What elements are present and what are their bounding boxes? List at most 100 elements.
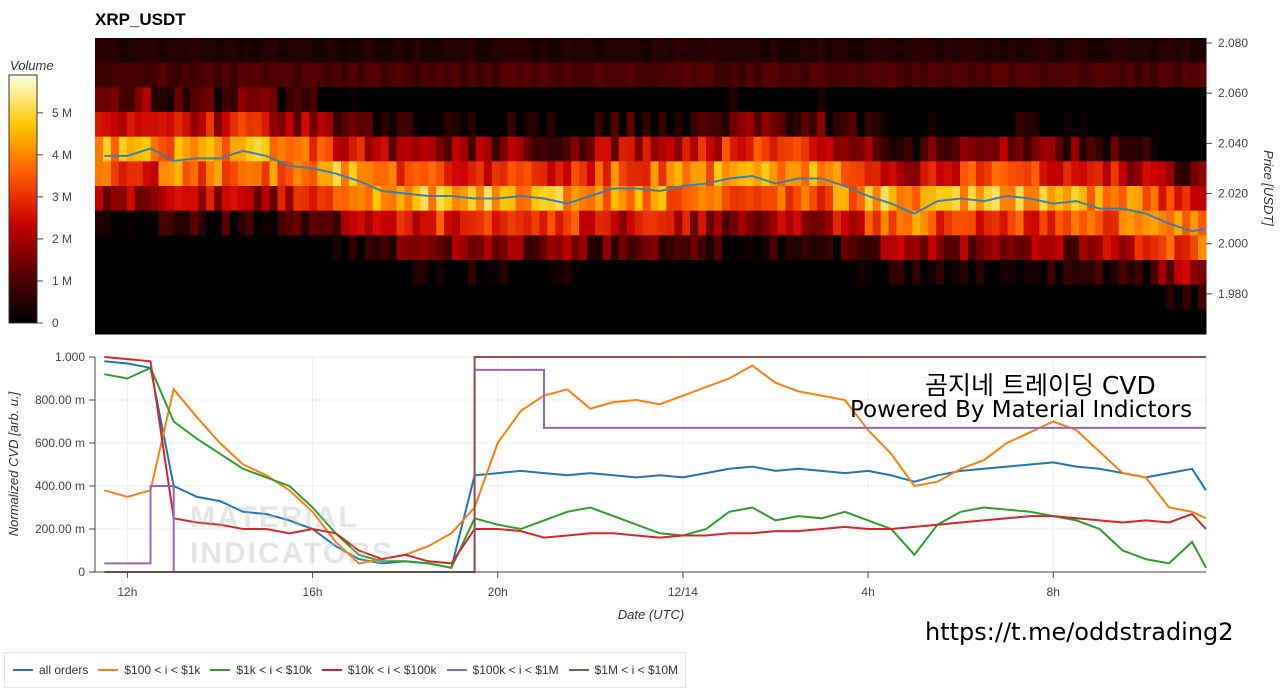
legend-item[interactable]: $10k < i < $100k: [321, 663, 437, 677]
x-axis-label: Date (UTC): [618, 607, 684, 622]
heatmap-cell: [1158, 161, 1167, 187]
heatmap-cell: [650, 112, 659, 138]
heatmap-cell: [666, 38, 675, 64]
heatmap-cell: [793, 62, 802, 88]
heatmap-cell: [142, 38, 152, 64]
heatmap-cell: [388, 186, 398, 212]
heatmap-cell: [936, 87, 945, 113]
heatmap-cell: [1071, 309, 1080, 335]
heatmap-cell: [944, 284, 953, 310]
heatmap-cell: [856, 161, 866, 187]
heatmap-cell: [1166, 309, 1175, 335]
heatmap-cell: [769, 235, 778, 261]
heatmap-cell: [134, 235, 144, 261]
heatmap-cell: [650, 62, 659, 88]
heatmap-cell: [1150, 309, 1159, 335]
heatmap-cell: [848, 309, 858, 335]
legend-item[interactable]: $100k < i < $1M: [446, 663, 559, 677]
heatmap-cell: [364, 161, 374, 187]
heatmap-cell: [102, 210, 112, 236]
heatmap-cell: [380, 235, 390, 261]
heatmap-cell: [229, 87, 239, 113]
heatmap-cell: [817, 62, 826, 88]
heatmap-cell: [634, 62, 644, 88]
heatmap-cell: [1102, 260, 1112, 286]
heatmap-cell: [983, 186, 993, 212]
heatmap-cell: [587, 62, 596, 88]
heatmap-cell: [475, 210, 485, 236]
heatmap-cell: [650, 260, 659, 286]
heatmap-cell: [1039, 186, 1048, 212]
heatmap-cell: [848, 161, 858, 187]
heatmap-cell: [801, 186, 810, 212]
heatmap-cell: [785, 136, 794, 162]
heatmap-cell: [896, 62, 905, 88]
heatmap-cell: [753, 87, 763, 113]
heatmap-cell: [690, 112, 699, 138]
heatmap-cell: [793, 309, 802, 335]
heatmap-cell: [602, 62, 612, 88]
heatmap-cell: [396, 284, 405, 310]
heatmap-cell: [229, 112, 239, 138]
heatmap-cell: [833, 112, 842, 138]
heatmap-cell: [999, 161, 1009, 187]
heatmap-cell: [444, 186, 453, 212]
heatmap-cell: [793, 260, 802, 286]
heatmap-cell: [674, 284, 683, 310]
heatmap-cell: [356, 186, 366, 212]
heatmap-cell: [769, 210, 778, 236]
heatmap-cell: [864, 112, 874, 138]
heatmap-cell: [1190, 136, 1199, 162]
heatmap-cell: [237, 186, 247, 212]
legend-item[interactable]: $100 < i < $1k: [98, 663, 200, 677]
heatmap-cell: [1150, 161, 1159, 187]
heatmap-cell: [587, 112, 596, 138]
heatmap-cell: [142, 161, 152, 187]
heatmap-cell: [333, 284, 342, 310]
heatmap-cell: [428, 210, 437, 236]
heatmap-cell: [753, 235, 763, 261]
heatmap-cell: [1166, 260, 1175, 286]
legend-item[interactable]: $1k < i < $10k: [210, 663, 312, 677]
heatmap-cell: [840, 161, 850, 187]
heatmap-cell: [579, 161, 588, 187]
heatmap-cell: [1182, 210, 1191, 236]
heatmap-cell: [817, 186, 826, 212]
heatmap-cell: [904, 136, 913, 162]
heatmap-cell: [507, 186, 517, 212]
heatmap-cell: [309, 62, 318, 88]
heatmap-cell: [729, 62, 739, 88]
heatmap-cell: [618, 161, 628, 187]
heatmap-cell: [674, 136, 683, 162]
heatmap-cell: [507, 112, 517, 138]
legend-item[interactable]: $1M < i < $10M: [568, 663, 678, 677]
heatmap-cell: [975, 260, 985, 286]
heatmap-cell: [269, 87, 279, 113]
heatmap-cell: [1150, 260, 1159, 286]
heatmap-cell: [563, 87, 572, 113]
heatmap-cell: [1142, 309, 1151, 335]
heatmap-cell: [1055, 38, 1064, 64]
heatmap-cell: [610, 186, 620, 212]
heatmap-cell: [174, 260, 183, 286]
heatmap-cell: [666, 87, 675, 113]
heatmap-cell: [245, 136, 255, 162]
telegram-link[interactable]: https://t.me/oddstrading2: [925, 618, 1234, 646]
heatmap-cell: [102, 87, 112, 113]
heatmap-cell: [571, 38, 580, 64]
heatmap-cell: [348, 210, 358, 236]
heatmap-cell: [348, 186, 358, 212]
heatmap-cell: [404, 87, 413, 113]
heatmap-cell: [214, 87, 223, 113]
heatmap-cell: [190, 284, 199, 310]
heatmap-cell: [967, 309, 977, 335]
heatmap-cell: [301, 38, 310, 64]
heatmap-cell: [341, 260, 350, 286]
heatmap-cell: [1110, 112, 1120, 138]
heatmap-cell: [801, 235, 810, 261]
heatmap-cell: [1007, 62, 1017, 88]
legend-item[interactable]: all orders: [13, 663, 88, 677]
heatmap-cell: [515, 112, 525, 138]
chart-canvas: Volume 01 M2 M3 M4 M5 M 1.9802.0002.0202…: [6, 36, 1276, 622]
heatmap-cell: [555, 62, 564, 88]
